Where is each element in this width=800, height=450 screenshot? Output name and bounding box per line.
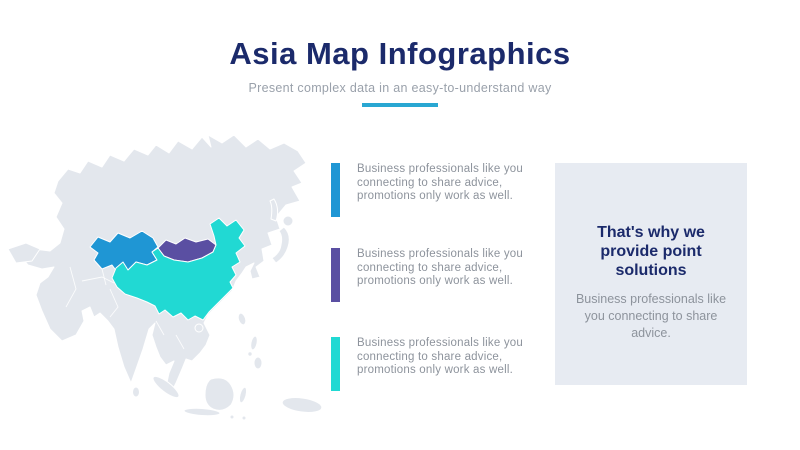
map-border-line	[175, 334, 185, 350]
bullet-item-1: Business professionals like you connecti…	[331, 163, 529, 217]
page-title: Asia Map Infographics	[229, 36, 571, 71]
bullet-text: Business professionals like you connecti…	[357, 163, 524, 202]
bullet-bar-purple	[331, 248, 340, 302]
map-country-borders	[65, 266, 185, 350]
map-philippines-mindanao	[253, 356, 263, 370]
bullet-bar-cyan	[331, 337, 340, 391]
map-west-fragment	[7, 242, 41, 264]
map-japan	[271, 226, 290, 264]
callout-box: That's why we provide point solutions Bu…	[555, 163, 747, 385]
map-border-line	[101, 268, 107, 286]
bullet-item-3: Business professionals like you connecti…	[331, 337, 529, 391]
callout-body: Business professionals like you connecti…	[575, 292, 727, 340]
map-border-line	[65, 266, 77, 308]
map-border-line	[109, 288, 119, 318]
bullet-text: Business professionals like you connecti…	[357, 337, 524, 376]
map-border-line	[81, 276, 115, 284]
map-philippines-luzon	[250, 335, 258, 351]
asia-map-svg	[7, 134, 323, 421]
map-country-china	[111, 217, 246, 321]
bullet-text: Business professionals like you connecti…	[357, 248, 524, 287]
map-sumatra	[152, 375, 180, 399]
bullet-item-2: Business professionals like you connecti…	[331, 248, 529, 302]
map-lesser-sunda-2	[241, 415, 247, 421]
page-subtitle: Present complex data in an easy-to-under…	[248, 81, 552, 95]
map-hainan	[194, 323, 204, 333]
map-sakhalin	[269, 198, 279, 222]
map-sri-lanka	[132, 386, 140, 398]
map-philippines-visayas	[247, 351, 253, 357]
map-lesser-sunda-1	[229, 414, 235, 420]
map-java	[183, 407, 221, 417]
asia-map	[6, 120, 326, 422]
map-new-guinea	[281, 397, 323, 413]
bullet-bar-blue	[331, 163, 340, 217]
map-border-line	[155, 320, 165, 336]
title-underline-accent	[362, 103, 438, 107]
map-taiwan	[237, 312, 247, 326]
map-hokkaido	[282, 215, 294, 227]
map-sulawesi	[238, 386, 248, 404]
callout-heading: That's why we provide point solutions	[597, 224, 705, 279]
map-borneo	[204, 377, 235, 411]
